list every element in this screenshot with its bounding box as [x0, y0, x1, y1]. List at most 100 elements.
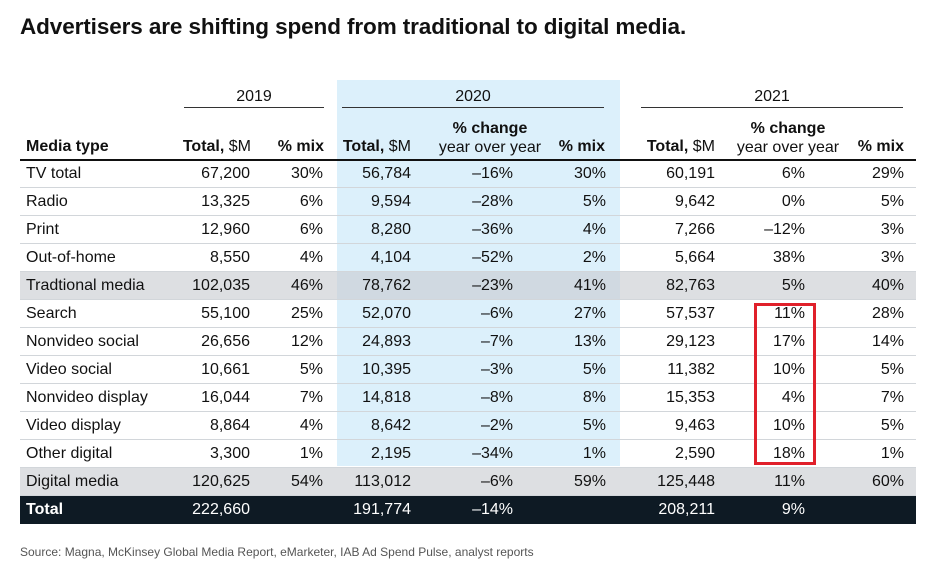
table-row: Radio 13,325 6% 9,594 –28% 5% 9,642 0% 5% — [20, 188, 916, 216]
cell-m20: 5% — [582, 417, 606, 434]
row-divider — [20, 271, 916, 272]
year-rule-2019 — [184, 107, 324, 108]
row-divider — [20, 187, 916, 188]
cell-m19: 54% — [290, 473, 323, 490]
cell-m21: 40% — [871, 277, 904, 294]
table-row: Other digital 3,300 1% 2,195 –34% 1% 2,590 18% 1… — [20, 440, 916, 468]
cell-t21: 208,211 — [658, 501, 715, 518]
cell-m19: 5% — [299, 361, 323, 378]
row-divider — [20, 411, 916, 412]
cell-m20: 2% — [582, 249, 606, 266]
cell-m21: 1% — [880, 445, 904, 462]
col-header-total-2020: Total, $M — [342, 138, 411, 155]
table-row: Video social 10,661 5% 10,395 –3% 5% 11,382 10%… — [20, 356, 916, 384]
row-divider — [20, 243, 916, 244]
cell-m20: 4% — [582, 221, 606, 238]
cell-c21: –12% — [764, 221, 805, 238]
table-row: Search 55,100 25% 52,070 –6% 27% 57,537 11% 28% — [20, 300, 916, 328]
row-label: Nonvideo social — [26, 333, 139, 350]
table-row: TV total 67,200 30% 56,784 –16% 30% 60,191 6% 29… — [20, 160, 916, 188]
cell-c21: 9% — [781, 501, 805, 518]
cell-m20: 1% — [582, 445, 606, 462]
row-label: Digital media — [26, 473, 119, 490]
cell-t20: 24,893 — [362, 333, 411, 350]
cell-c21: 5% — [781, 277, 805, 294]
cell-t20: 52,070 — [362, 305, 411, 322]
cell-m20: 5% — [582, 361, 606, 378]
col-header-change-2020: % change year over year — [438, 120, 542, 156]
cell-c20: –36% — [472, 221, 513, 238]
table-row: Nonvideo display 16,044 7% 14,818 –8% 8% 15,35… — [20, 384, 916, 412]
cell-t20: 56,784 — [362, 165, 411, 182]
cell-t20: 78,762 — [362, 277, 411, 294]
cell-t21: 60,191 — [666, 165, 715, 182]
cell-m19: 12% — [290, 333, 323, 350]
highlight-box-2021-digital-change — [754, 303, 816, 465]
col-header-change-2021: % change year over year — [736, 120, 840, 156]
row-label: Total — [26, 501, 64, 518]
table-row: Out-of-home 8,550 4% 4,104 –52% 2% 5,664 38% 3% — [20, 244, 916, 272]
cell-m19: 6% — [299, 193, 323, 210]
year-rule-2021 — [641, 107, 903, 108]
cell-t19: 120,625 — [192, 473, 250, 490]
row-divider — [20, 355, 916, 356]
cell-c20: –6% — [480, 473, 513, 490]
cell-c20: –3% — [480, 361, 513, 378]
chart-title: Advertisers are shifting spend from trad… — [20, 14, 687, 39]
cell-m19: 30% — [290, 165, 323, 182]
cell-m20: 41% — [573, 277, 606, 294]
row-label: TV total — [26, 165, 82, 182]
col-header-media-type: Media type — [26, 138, 109, 155]
cell-t20: 4,104 — [370, 249, 411, 266]
cell-t21: 2,590 — [674, 445, 715, 462]
cell-c21: 6% — [781, 165, 805, 182]
cell-m21: 7% — [880, 389, 904, 406]
cell-m20: 27% — [573, 305, 606, 322]
cell-t21: 82,763 — [666, 277, 715, 294]
cell-t20: 9,594 — [370, 193, 411, 210]
cell-m20: 8% — [582, 389, 606, 406]
row-label: Other digital — [26, 445, 113, 462]
cell-t20: 10,395 — [362, 361, 411, 378]
cell-m19: 7% — [299, 389, 323, 406]
cell-c20: –23% — [472, 277, 513, 294]
row-divider — [20, 327, 916, 328]
cell-t20: 14,818 — [362, 389, 411, 406]
cell-c21: 17% — [772, 333, 805, 350]
cell-m19: 6% — [299, 221, 323, 238]
cell-t21: 5,664 — [674, 249, 715, 266]
cell-c21: 10% — [772, 361, 805, 378]
cell-m20: 30% — [573, 165, 606, 182]
cell-m19: 4% — [299, 417, 323, 434]
cell-c21: 4% — [781, 389, 805, 406]
header-rule — [20, 159, 916, 161]
cell-t19: 8,864 — [209, 417, 250, 434]
cell-c21: 18% — [772, 445, 805, 462]
year-rule-2020 — [342, 107, 604, 108]
cell-t19: 102,035 — [192, 277, 250, 294]
cell-t19: 55,100 — [201, 305, 250, 322]
col-header-total-2021: Total, $M — [646, 138, 715, 155]
col-header-mix-2021: % mix — [857, 138, 904, 155]
cell-m19: 25% — [290, 305, 323, 322]
cell-t19: 67,200 — [201, 165, 250, 182]
cell-t19: 8,550 — [209, 249, 250, 266]
cell-t20: 191,774 — [353, 501, 411, 518]
row-divider — [20, 299, 916, 300]
year-header-2021: 2021 — [754, 88, 790, 105]
row-label: Search — [26, 305, 77, 322]
cell-c20: –2% — [480, 417, 513, 434]
cell-t20: 8,642 — [370, 417, 411, 434]
cell-c21: 10% — [772, 417, 805, 434]
row-divider — [20, 215, 916, 216]
col-header-total-2019: Total, $M — [182, 138, 251, 155]
cell-m21: 3% — [880, 249, 904, 266]
cell-t21: 11,382 — [667, 361, 715, 378]
cell-t21: 57,537 — [666, 305, 715, 322]
table-row: Print 12,960 6% 8,280 –36% 4% 7,266 –12% 3% — [20, 216, 916, 244]
cell-m20: 5% — [582, 193, 606, 210]
cell-c21: 11% — [774, 473, 805, 490]
cell-t19: 3,300 — [209, 445, 250, 462]
cell-t21: 9,642 — [674, 193, 715, 210]
cell-m19: 46% — [290, 277, 323, 294]
